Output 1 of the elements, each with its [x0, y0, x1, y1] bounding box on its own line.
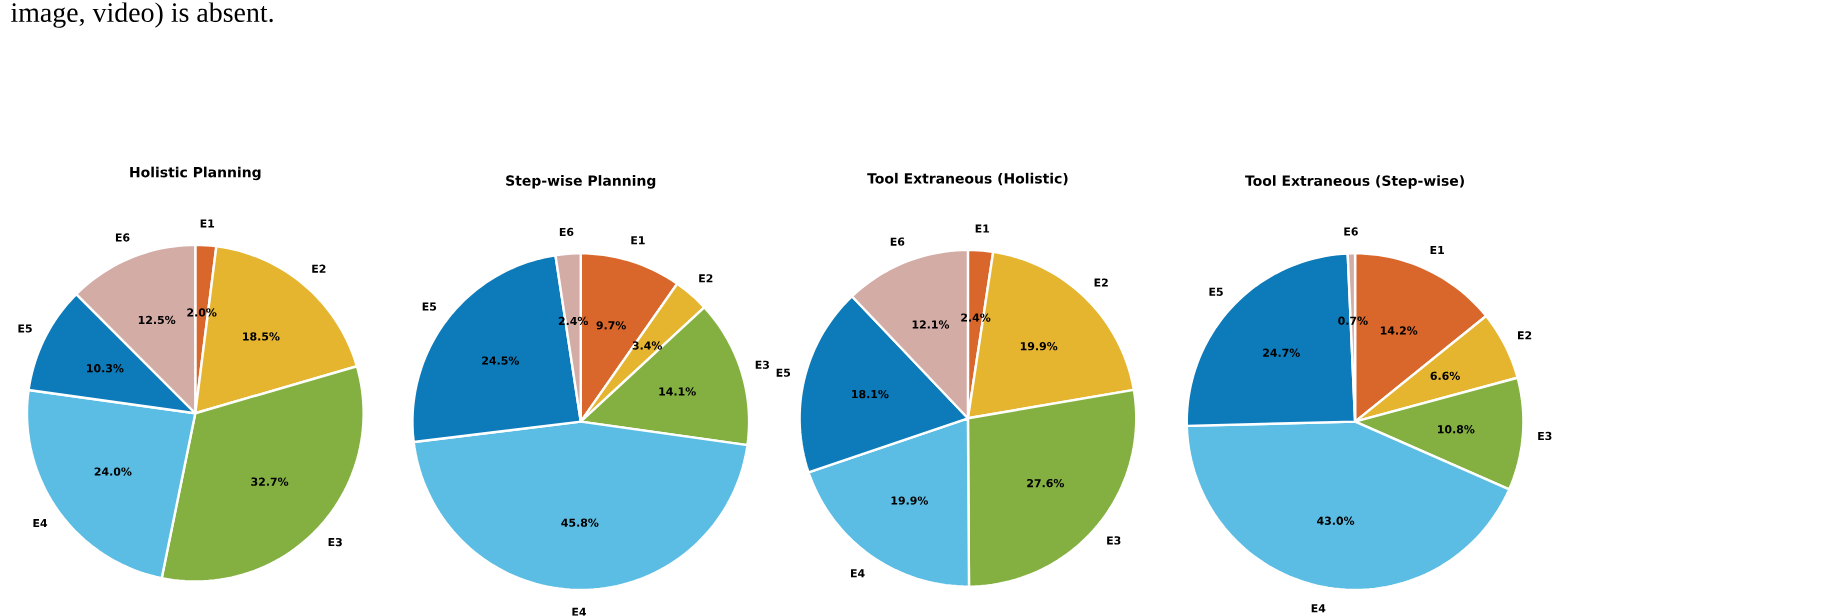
text: image, video) is absent.: [11, 2, 273, 28]
